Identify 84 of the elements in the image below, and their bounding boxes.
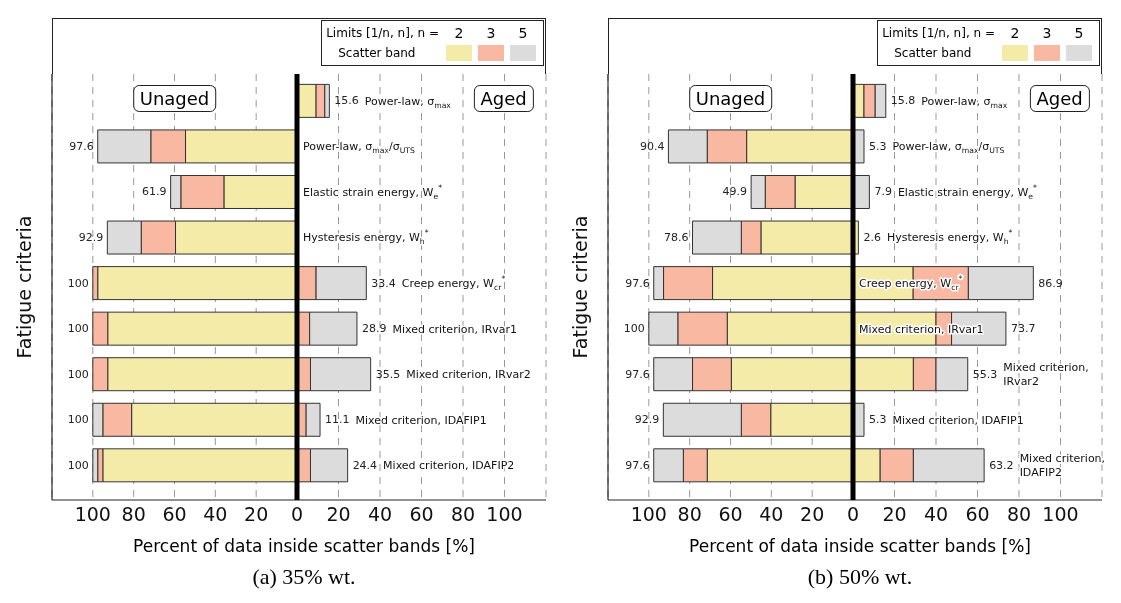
x-tick-label: 20 (800, 503, 825, 526)
text: 3 (485, 24, 497, 43)
y-tick-label: Power-law, σ$_{max}$ (921, 94, 1008, 110)
text: 3 (1041, 24, 1053, 43)
annotation: Unaged (132, 84, 217, 112)
total-label: 100 (623, 322, 645, 336)
x-tick-label: 40 (367, 503, 393, 526)
y-tick-label: Power-law, σ$_{max}$ (364, 94, 452, 110)
y-tick-label: Power-law, σ$_{max}$/σ$_{UTS}$ (303, 139, 416, 156)
total-label: 97.6 (69, 139, 94, 153)
text: Scatter band (893, 45, 973, 62)
y-axis-title: Fatigue criteria (568, 215, 591, 359)
x-tick-label: 20 (326, 503, 351, 526)
total-label: 7.9 (874, 185, 892, 199)
text: Scatter band (337, 45, 417, 62)
total-label: 97.6 (625, 367, 650, 381)
total-label: 97.6 (625, 458, 650, 472)
text: 5 (517, 24, 529, 43)
x-tick-label: 40 (203, 503, 228, 526)
text: (a) 35% wt. (251, 564, 357, 590)
total-label: 11.1 (325, 413, 350, 427)
y-tick-label: Mixed criterion, IDAFIP2 (383, 458, 515, 472)
total-label: 100 (67, 367, 89, 381)
text: 2 (1009, 24, 1021, 43)
x-tick-label: 40 (923, 503, 949, 526)
legend-title: Limits [1/n, n], n = (326, 25, 440, 42)
annotation: Aged (1029, 84, 1090, 112)
x-tick-label: 80 (1006, 503, 1032, 526)
y-tick-label: Mixed criterion, IDAFIP2 (1019, 451, 1106, 479)
text: 5 (1073, 24, 1085, 43)
total-label: 5.3 (869, 413, 887, 427)
x-tick-label: 0 (846, 503, 860, 526)
x-tick-label: 40 (759, 503, 784, 526)
total-label: 63.2 (989, 458, 1014, 472)
x-axis-title: Percent of data inside scatter bands [%] (132, 536, 476, 556)
total-label: 100 (67, 276, 89, 290)
total-label: 97.6 (625, 276, 650, 290)
x-tick-label: 60 (965, 503, 990, 526)
total-label: 61.9 (142, 185, 167, 199)
y-tick-label: Mixed criterion, IDAFIP1 (892, 413, 1024, 427)
x-tick-label: 60 (409, 503, 434, 526)
y-tick-label: Mixed criterion, IDAFIP1 (355, 413, 487, 427)
x-tick-label: 0 (290, 503, 304, 526)
total-label: 92.9 (634, 413, 660, 427)
x-tick-label: 80 (121, 503, 146, 526)
annotation: Aged (473, 84, 534, 112)
x-tick-label: 60 (162, 503, 187, 526)
x-tick-label: 100 (630, 503, 667, 526)
total-label: 90.4 (639, 139, 665, 153)
total-label: 2.6 (863, 230, 881, 244)
total-label: 5.3 (869, 139, 887, 153)
legend-title: Limits [1/n, n], n = (882, 25, 996, 42)
total-label: 28.9 (361, 322, 387, 336)
total-label: 49.9 (722, 185, 748, 199)
x-tick-label: 100 (1042, 503, 1079, 526)
x-tick-label: 80 (677, 503, 702, 526)
x-axis-title: Percent of data inside scatter bands [%] (688, 536, 1032, 556)
total-label: 92.9 (78, 230, 104, 244)
text: 2 (453, 24, 465, 43)
total-label: 24.4 (352, 458, 378, 472)
total-label: 78.6 (664, 230, 689, 244)
total-label: 33.4 (371, 276, 396, 290)
y-tick-label: Mixed criterion, IRvar1 (392, 322, 518, 336)
y-tick-label: Mixed criterion, IRvar2 (1003, 360, 1089, 388)
total-label: 86.9 (1038, 276, 1063, 290)
text: (b) 50% wt. (806, 564, 914, 590)
total-label: 15.6 (334, 94, 359, 108)
total-label: 35.5 (375, 367, 401, 381)
x-tick-label: 80 (450, 503, 476, 526)
total-label: 55.3 (972, 367, 998, 381)
total-label: 100 (67, 322, 89, 336)
total-label: 15.8 (890, 94, 916, 108)
x-tick-label: 20 (244, 503, 269, 526)
x-tick-label: 20 (882, 503, 907, 526)
y-tick-label: Power-law, σ$_{max}$/σ$_{UTS}$ (892, 139, 1005, 156)
x-tick-label: 100 (486, 503, 523, 526)
total-label: 73.7 (1010, 322, 1036, 336)
y-axis-title: Fatigue criteria (12, 215, 35, 359)
total-label: 100 (67, 458, 89, 472)
total-label: 100 (67, 413, 89, 427)
x-tick-label: 60 (718, 503, 743, 526)
y-tick-label: Mixed criterion, IRvar2 (406, 367, 531, 381)
annotation: Unaged (688, 84, 773, 112)
x-tick-label: 100 (74, 503, 111, 526)
